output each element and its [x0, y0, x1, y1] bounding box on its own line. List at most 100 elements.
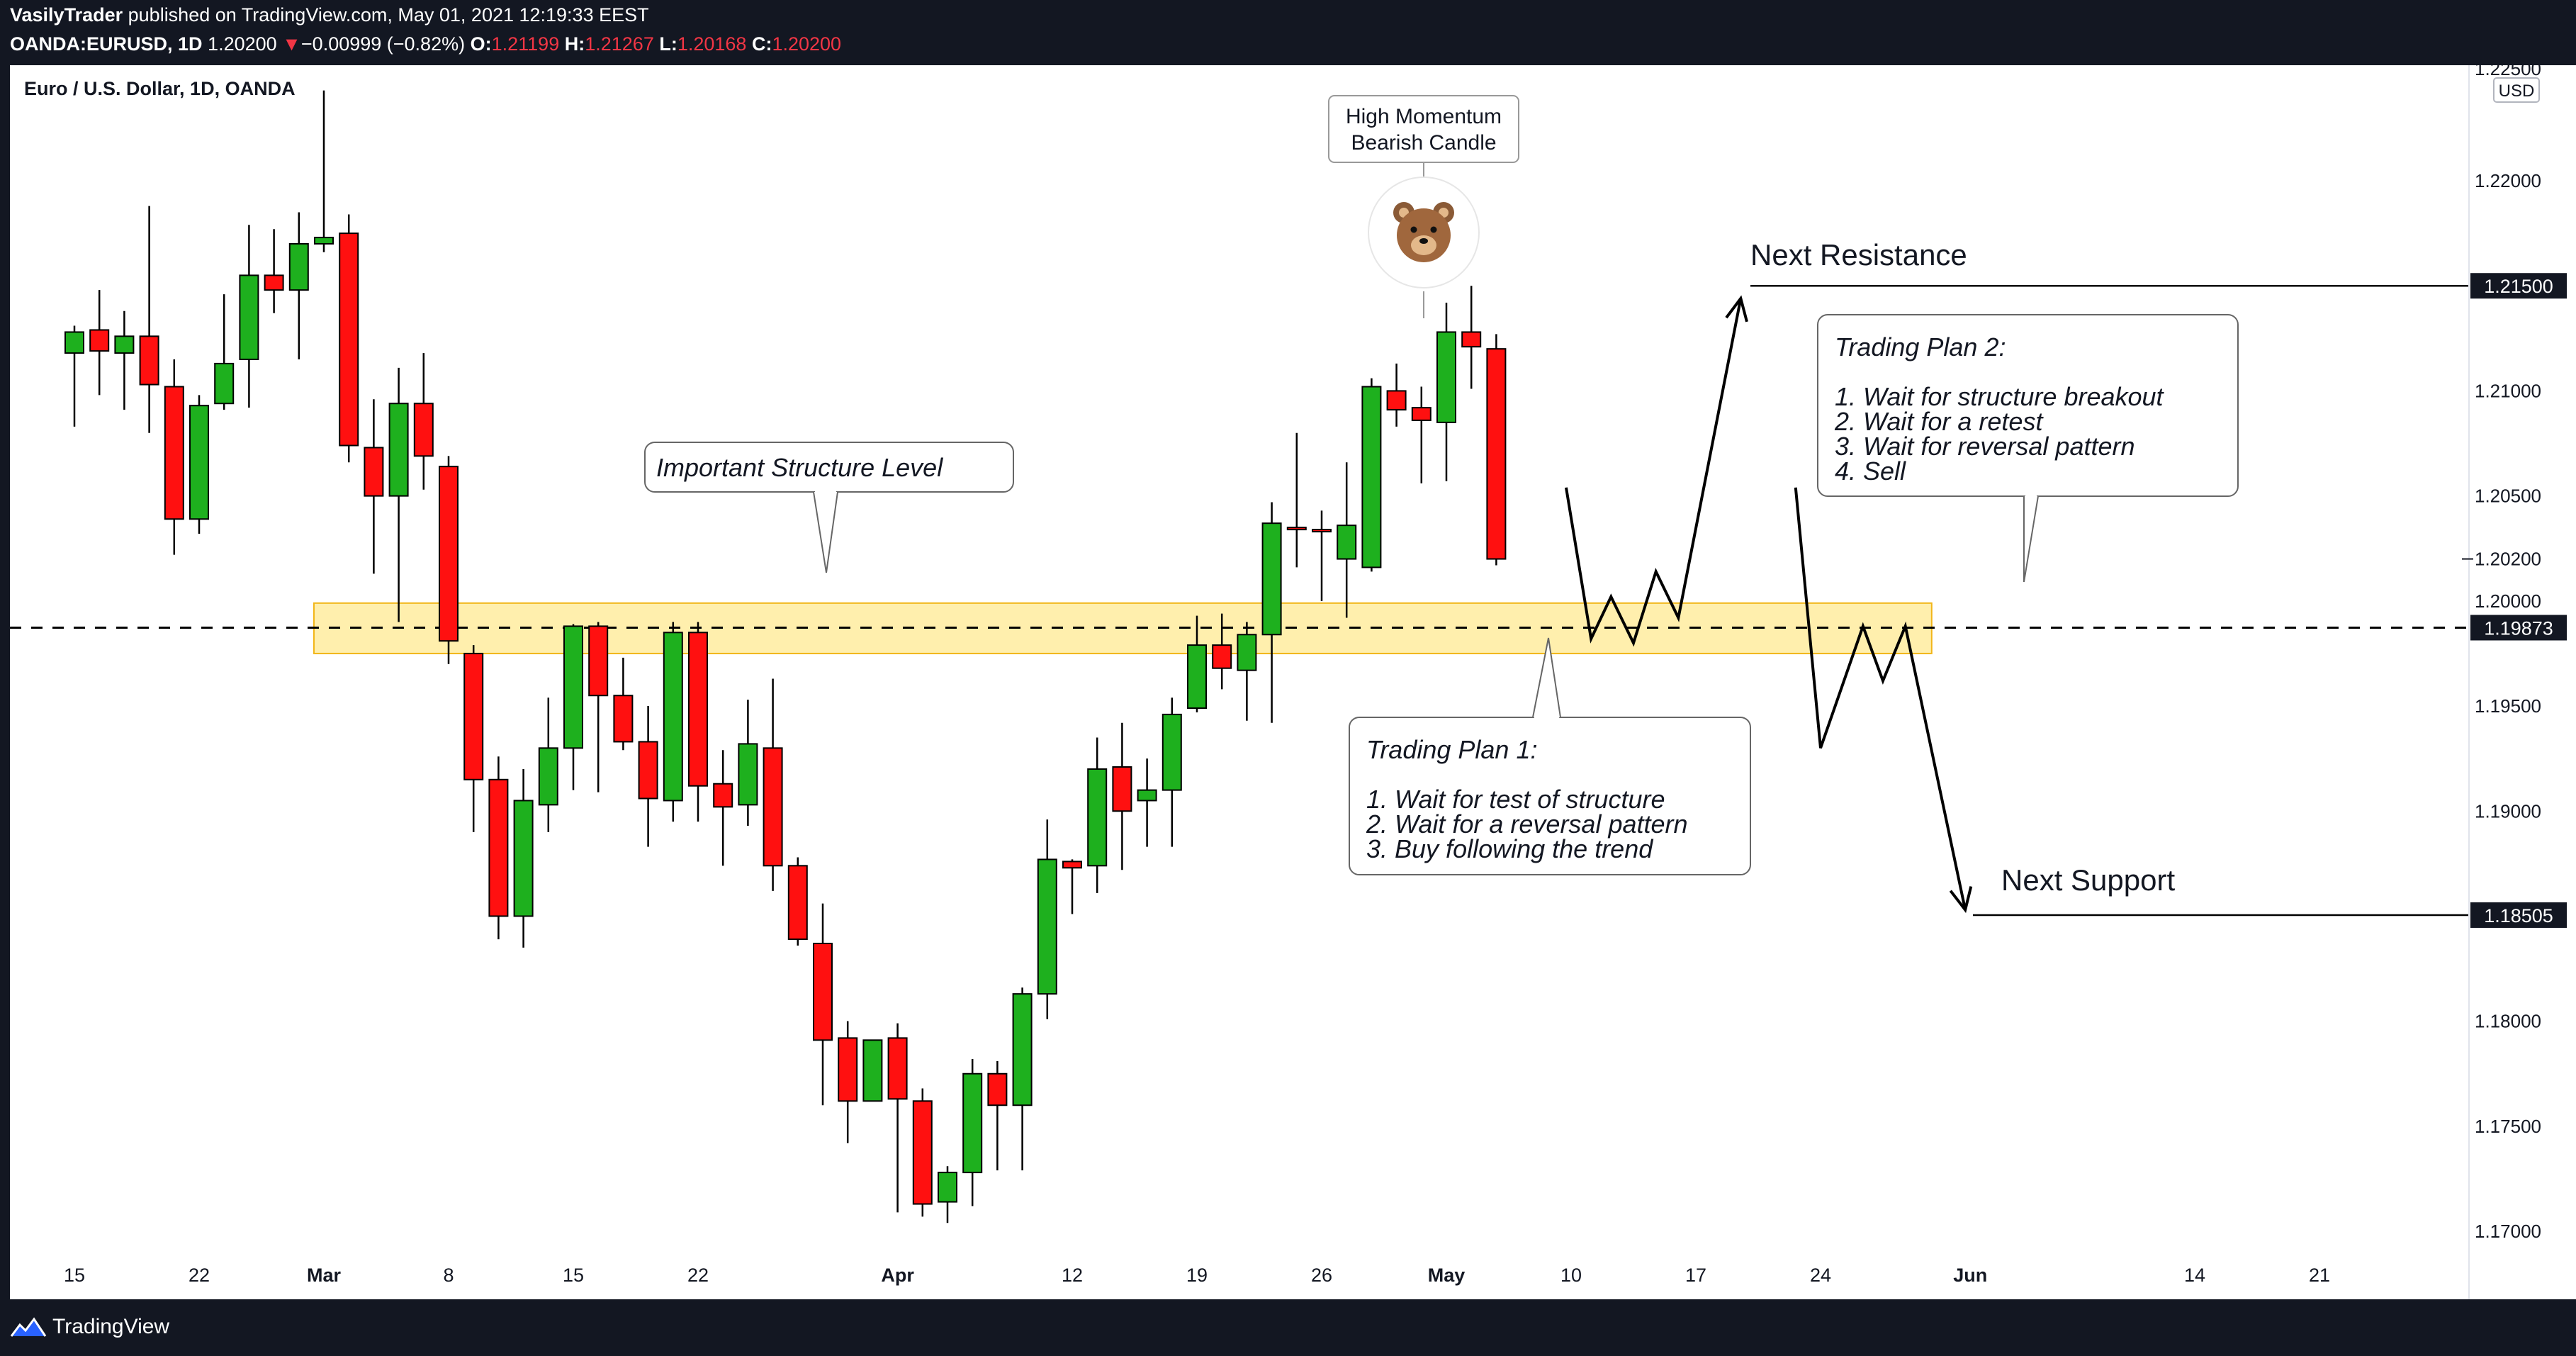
bearish-candle: [439, 466, 459, 642]
bullish-candle: [563, 625, 583, 749]
price-label-bg: [2470, 902, 2567, 928]
bullish-candle: [214, 362, 235, 405]
bullish-candle: [1337, 525, 1357, 560]
plan2-callout-text: 1. Wait for structure breakout: [1835, 382, 2165, 411]
bearish-candle: [887, 1037, 908, 1100]
bullish-candle: [862, 1039, 883, 1102]
zone-layer: [10, 284, 2469, 917]
publish-text: published on TradingView.com, May 01, 20…: [128, 4, 649, 26]
bearish-candle: [1386, 390, 1407, 411]
support-label: Next Support: [2001, 863, 2175, 897]
candle: [463, 645, 484, 832]
plan1-callout: Trading Plan 1: 1. Wait for test of struc…: [1349, 637, 1751, 875]
plan1-callout-text: Trading Plan 1:: [1366, 735, 1537, 764]
bearish-candle: [364, 447, 384, 497]
candle: [413, 353, 434, 490]
bullish-candle: [239, 274, 259, 360]
bearish-candle: [264, 274, 284, 291]
footer-bar: TradingView: [0, 1299, 2576, 1356]
bullish-candle: [1261, 522, 1282, 636]
y-tick-label: 1.18000: [2475, 1011, 2541, 1032]
candle: [1037, 819, 1057, 1019]
bearish-candle: [1411, 407, 1432, 421]
bullish-candle: [1012, 993, 1033, 1106]
y-tick-label: 1.19000: [2475, 800, 2541, 822]
candle: [738, 700, 758, 827]
bullish-candle: [1162, 713, 1182, 791]
bearish-candle: [588, 625, 609, 697]
candle: [1486, 334, 1507, 566]
candle: [89, 290, 110, 396]
momentum-line2: Bearish Candle: [1351, 131, 1496, 155]
candle: [214, 294, 235, 410]
candle: [314, 90, 334, 252]
bear-nose: [1419, 238, 1428, 244]
bullish-candle: [388, 403, 409, 497]
bearish-candle: [463, 652, 484, 780]
momentum-line1: High Momentum: [1346, 105, 1502, 128]
price-label: 1.19873: [2484, 617, 2553, 639]
bullish-scenario-path: [1564, 298, 1743, 647]
open-label: O:: [470, 33, 492, 55]
tradingview-brand[interactable]: TradingView: [52, 1315, 170, 1338]
bullish-candle: [962, 1072, 983, 1174]
bullish-candle: [1037, 858, 1057, 995]
bearish-candle: [413, 403, 434, 457]
candle: [838, 1021, 858, 1143]
candle: [1386, 363, 1407, 427]
plan2-callout-tail: [2023, 495, 2039, 583]
candle: [813, 903, 833, 1106]
x-tick-label: 22: [189, 1265, 210, 1286]
author-name[interactable]: VasilyTrader: [10, 4, 123, 26]
price-change: −0.00999 (−0.82%): [300, 33, 466, 55]
bullish-candle: [1436, 331, 1456, 423]
open-value: 1.21199: [491, 33, 560, 55]
x-tick-label: Mar: [307, 1265, 342, 1286]
x-tick-label: 22: [687, 1265, 709, 1286]
bearish-candle: [89, 329, 110, 352]
plan1-callout-text: 3. Buy following the trend: [1366, 834, 1653, 863]
bearish-scenario-path-arrowhead: [1949, 886, 1973, 914]
candle: [787, 857, 808, 946]
x-tick-label: 24: [1810, 1265, 1831, 1286]
chart-area[interactable]: Important Structure Level High Momentum Be…: [10, 58, 2576, 1299]
tradingview-logo-icon[interactable]: [10, 1315, 47, 1340]
close-label: C:: [751, 33, 772, 55]
bearish-candle: [638, 741, 658, 800]
candle: [1062, 859, 1082, 914]
candle: [1112, 722, 1132, 870]
bullish-candle: [1137, 789, 1157, 802]
bullish-candle: [663, 632, 683, 802]
x-tick-label: 21: [2309, 1265, 2330, 1286]
candle: [713, 750, 733, 866]
bullish-candle: [1361, 386, 1382, 568]
bearish-candle: [787, 865, 808, 941]
y-tick-label: 1.17000: [2475, 1221, 2541, 1242]
candle: [862, 1039, 883, 1102]
candle: [288, 212, 309, 359]
bearish-candle: [1112, 766, 1132, 812]
plan2-callout-text: Trading Plan 2:: [1835, 332, 2006, 362]
bearish-candle: [1212, 644, 1232, 669]
y-tick-label: 1.20200: [2475, 549, 2541, 570]
plan2-callout: Trading Plan 2: 1. Wait for structure bre…: [1817, 314, 2239, 583]
candle: [1361, 378, 1382, 572]
bearish-scenario-path: [1794, 487, 1967, 910]
bearish-candle: [1062, 861, 1082, 869]
axes-layer: 1.225001.220001.210001.205001.202001.200…: [64, 58, 2567, 1299]
plan1-callout-text: 2. Wait for a reversal pattern: [1366, 809, 1688, 839]
structure-callout: Important Structure Level: [644, 442, 1014, 573]
bear-muzzle: [1411, 235, 1436, 255]
price-chart[interactable]: Important Structure Level High Momentum Be…: [10, 58, 2576, 1299]
candle: [1162, 697, 1182, 847]
x-tick-label: May: [1428, 1265, 1466, 1286]
candle: [114, 310, 135, 410]
candles-layer: [64, 90, 1507, 1223]
candle: [1087, 737, 1108, 893]
bullish-candle: [538, 747, 558, 806]
candle: [987, 1060, 1008, 1171]
candle: [364, 399, 384, 574]
plan2-callout-text: 3. Wait for reversal pattern: [1835, 432, 2135, 461]
candle: [1436, 302, 1456, 481]
x-tick-label: 15: [64, 1265, 85, 1286]
